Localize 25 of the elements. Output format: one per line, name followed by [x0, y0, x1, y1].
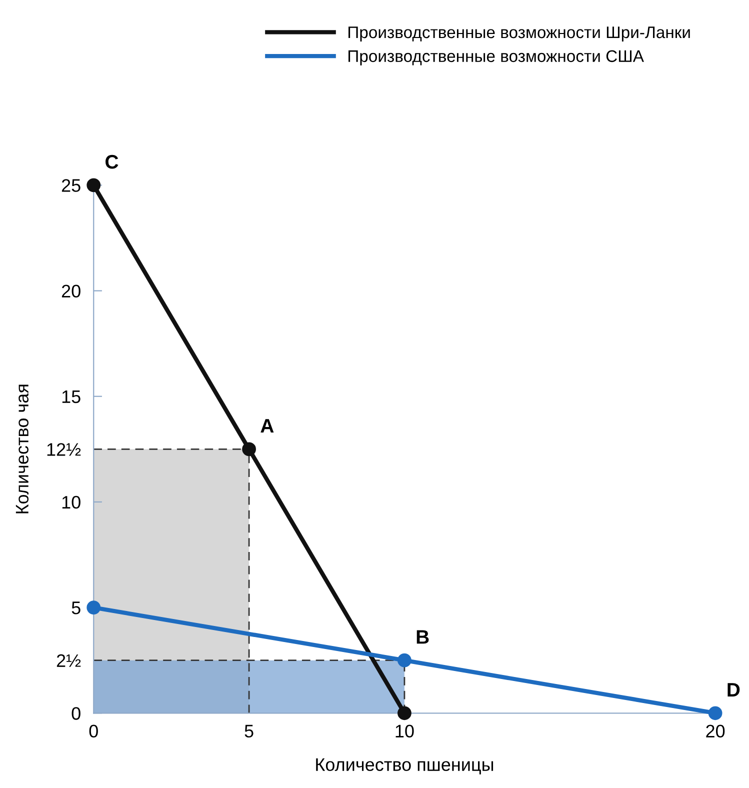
annotation: B: [416, 630, 429, 644]
y-tick-label: 25: [62, 179, 80, 192]
y-tick-label: 2½: [56, 654, 81, 667]
y-tick-label: 15: [62, 390, 80, 404]
x-tick-label: 0: [89, 724, 98, 738]
legend-label: Производственные возможности Шри-Ланки: [348, 26, 690, 42]
y-axis-title: Количество чая: [16, 384, 29, 514]
annotation: D: [728, 683, 740, 696]
annotation: A: [260, 419, 274, 432]
annotation: C: [106, 154, 118, 169]
legend-label: Производственные возможности США: [348, 50, 644, 66]
point: [398, 653, 412, 668]
x-tick-label: 20: [706, 724, 725, 738]
x-tick-label: 5: [244, 724, 254, 738]
x-tick-label: 10: [396, 724, 414, 738]
point: [398, 706, 412, 720]
x-axis-title: Количество пшеницы: [316, 758, 494, 774]
point: [708, 706, 722, 720]
y-tick-label: 10: [62, 496, 80, 509]
y-tick-label: 12½: [47, 443, 81, 456]
point: [242, 442, 256, 456]
y-tick-label: 5: [72, 602, 80, 614]
y-tick-label: 0: [72, 707, 80, 720]
point: [86, 600, 101, 614]
y-tick-label: 20: [62, 284, 80, 298]
